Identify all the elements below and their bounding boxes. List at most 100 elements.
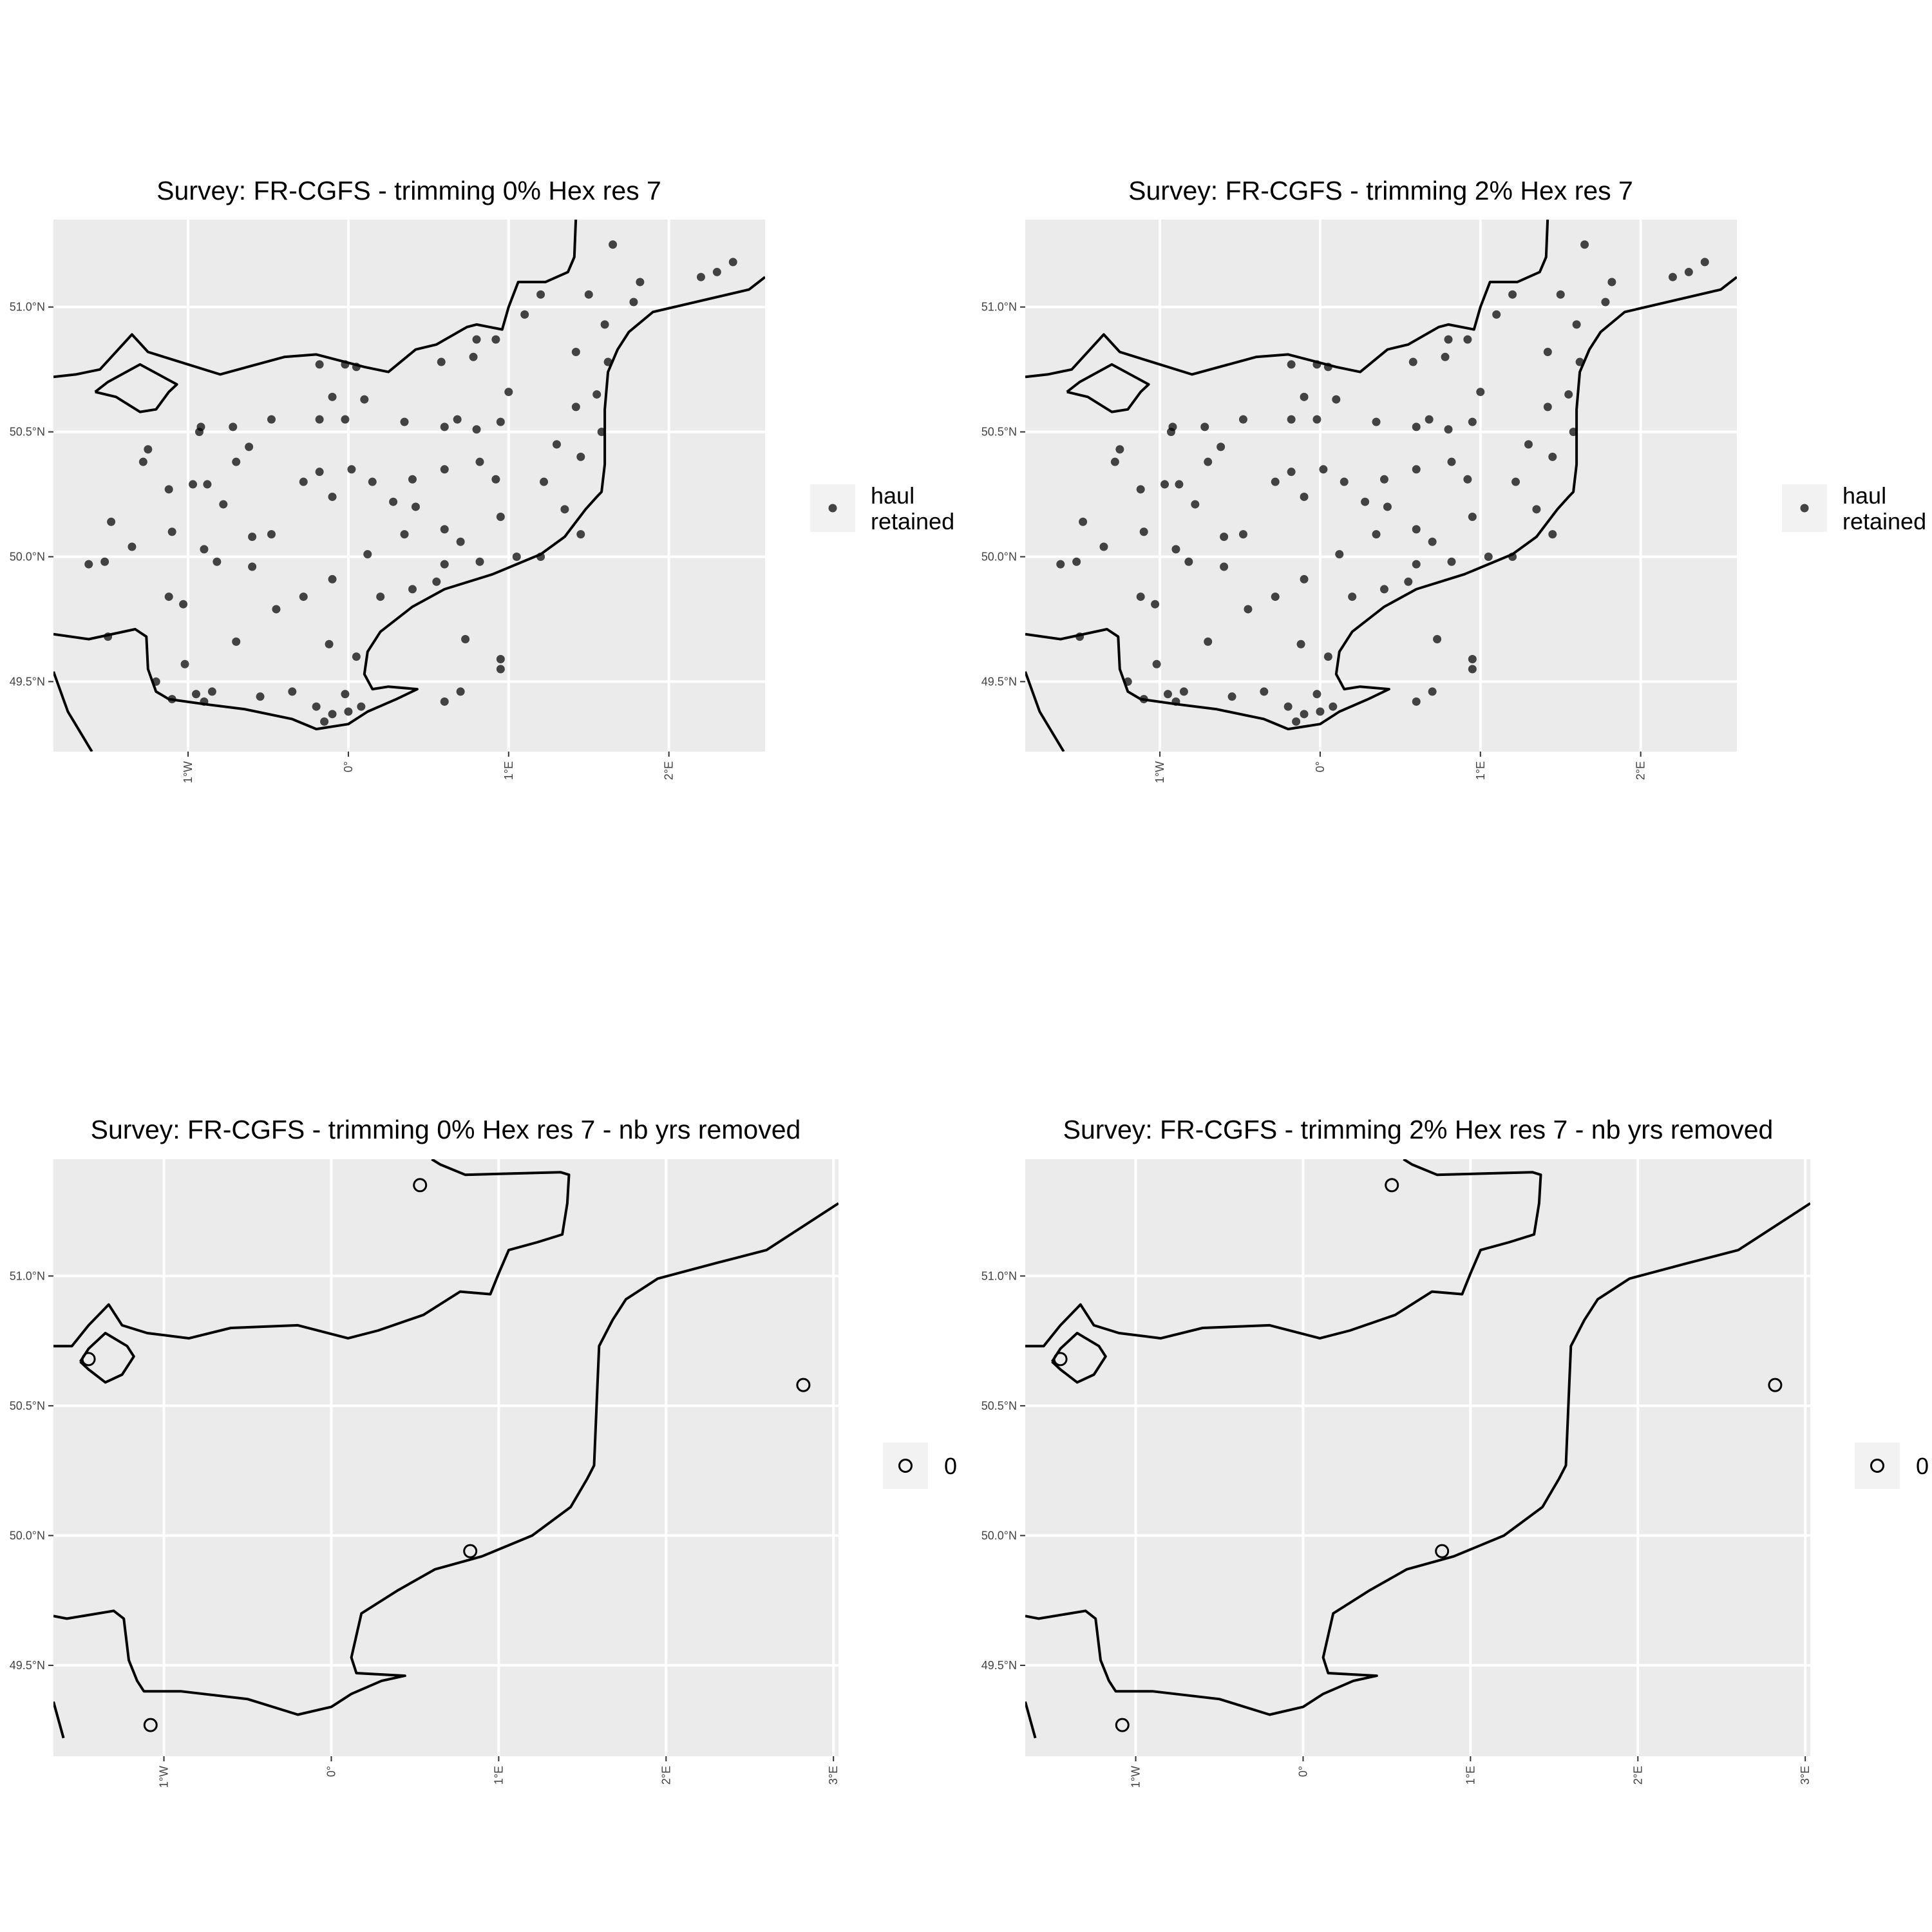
x-tick-label: 1°E [492,1766,505,1785]
haul-point [1484,553,1493,562]
haul-point [1123,677,1132,686]
panel-title: Survey: FR-CGFS - trimming 0% Hex res 7 … [91,1115,801,1144]
haul-point [1287,360,1296,369]
haul-point [1204,457,1213,466]
y-tick-label: 50.5°N [981,426,1017,439]
haul-point [1379,585,1388,594]
haul-point [352,363,361,372]
coastline-group [53,220,765,752]
haul-point [1323,652,1332,661]
haul-point [1468,512,1477,521]
haul-point [440,422,449,431]
haul-point [728,258,737,267]
haul-point [1447,457,1456,466]
haul-point [1300,710,1309,719]
haul-point [1412,560,1421,569]
haul-point [520,310,529,319]
haul-point [1428,537,1437,546]
haul-point [1056,560,1065,569]
haul-point [1160,480,1170,489]
haul-point [469,352,478,361]
haul-point [1543,402,1552,412]
y-tick-label: 51.0°N [981,1269,1017,1282]
haul-point [1136,485,1145,494]
haul-point [1412,422,1421,431]
haul-point [368,477,377,486]
haul-point [475,457,484,466]
haul-point [440,525,449,534]
haul-point [496,655,505,664]
haul-point [440,465,449,474]
coastline-france [1025,276,1737,731]
haul-point [328,710,337,719]
haul-point [1271,477,1280,486]
haul-point [400,530,409,539]
haul-point [1532,505,1541,514]
x-tick-label: 2°E [1631,1766,1644,1785]
haul-point [267,415,276,424]
haul-point [1508,553,1517,562]
haul-point [1163,690,1172,699]
haul-point [180,659,189,668]
haul-point [475,557,484,566]
haul-point [328,492,337,501]
haul-point [200,545,209,554]
y-tick-label: 50.5°N [981,1399,1017,1412]
haul-point [1412,525,1421,534]
coastline-isle-of-wight [79,1332,135,1384]
haul-point [1447,557,1456,566]
haul-point [232,637,241,646]
haul-point [203,480,212,489]
map-panel: Survey: FR-CGFS - trimming 0% Hex res 7 4… [10,176,954,783]
haul-point [600,320,609,329]
haul-point [1329,702,1338,711]
y-tick-label: 51.0°N [10,1269,45,1282]
haul-point [189,480,198,489]
y-tick-label: 50.0°N [981,551,1017,564]
removed-point [1435,1544,1450,1558]
haul-point [1244,605,1253,614]
haul-point [1099,542,1108,551]
y-tick-label: 51.0°N [981,301,1017,314]
haul-point [179,600,188,609]
haul-point [1543,348,1552,357]
haul-point [1476,388,1485,397]
y-tick-label: 50.0°N [10,551,45,564]
haul-point [1463,335,1472,344]
haul-point [440,697,449,706]
haul-point [1204,637,1213,646]
haul-point [194,428,204,437]
haul-point [213,557,222,566]
legend-label: haul [1842,482,1886,509]
haul-point [1548,530,1557,539]
haul-point [191,690,200,699]
haul-point [491,475,500,484]
haul-point [536,290,545,299]
haul-point [472,425,481,434]
haul-point [1548,452,1557,461]
haul-point [560,505,569,514]
haul-point [248,562,257,571]
coastline-group [1025,220,1737,752]
haul-point [536,553,545,562]
haul-point [1072,557,1081,566]
haul-point [1524,440,1533,449]
haul-point [267,530,276,539]
haul-point [315,360,324,369]
haul-point [1166,428,1175,437]
haul-point [1444,425,1453,434]
haul-point [1580,240,1589,249]
haul-point [1372,417,1381,426]
haul-point [1508,290,1517,299]
x-tick-label: 1°W [1130,1766,1142,1788]
haul-point [104,632,113,641]
haul-point [408,475,417,484]
haul-point [1151,600,1160,609]
coastline-cotentin [1025,671,1065,752]
map-panel: Survey: FR-CGFS - trimming 0% Hex res 7 … [10,1115,957,1788]
x-tick-label: 1°E [1474,761,1487,780]
haul-points [1056,240,1709,726]
haul-point [411,502,420,511]
